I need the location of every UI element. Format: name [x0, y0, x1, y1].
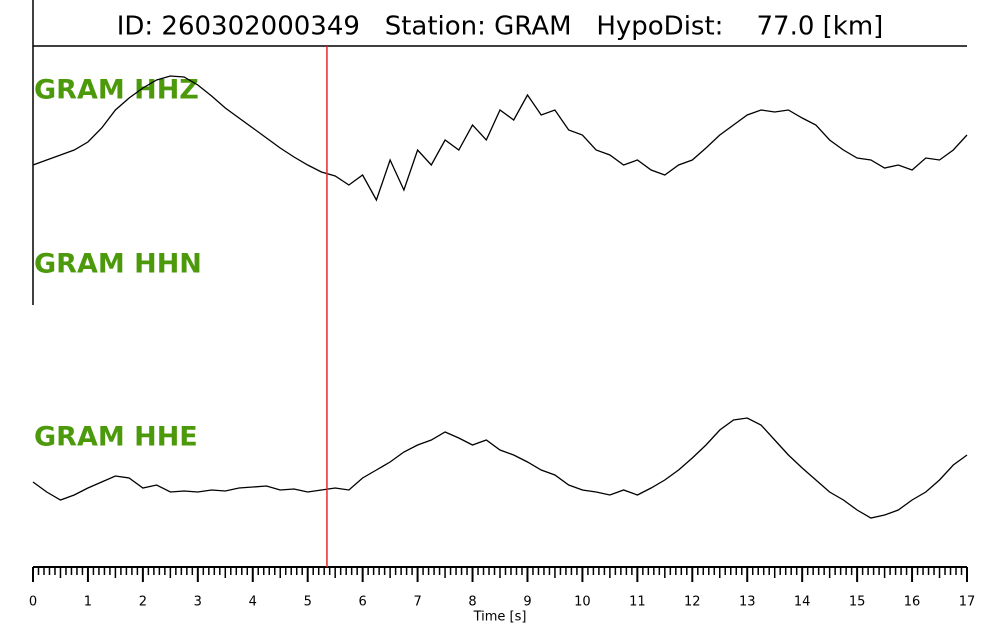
x-tick-label: 16 — [904, 595, 921, 610]
x-tick-label: 11 — [629, 595, 646, 610]
x-tick-label: 10 — [574, 595, 591, 610]
x-tick-label: 4 — [249, 595, 257, 610]
x-tick-label: 17 — [959, 595, 976, 610]
x-tick-label: 8 — [468, 595, 476, 610]
x-tick-label: 7 — [413, 595, 421, 610]
x-tick-label: 14 — [794, 595, 811, 610]
x-tick-label: 0 — [29, 595, 37, 610]
x-axis-label: Time [s] — [473, 610, 527, 625]
x-tick-label: 5 — [304, 595, 312, 610]
x-tick-label: 2 — [139, 595, 147, 610]
trace — [32, 75, 968, 202]
x-tick-label: 12 — [684, 595, 701, 610]
x-tick-label: 9 — [523, 595, 531, 610]
x-tick-label: 13 — [739, 595, 756, 610]
x-tick-label: 6 — [359, 595, 367, 610]
trace-label: GRAM HHE — [34, 422, 198, 453]
trace — [32, 417, 968, 519]
trace-label: GRAM HHZ — [34, 75, 199, 106]
x-tick-label: 3 — [194, 595, 202, 610]
x-tick-label: 1 — [84, 595, 92, 610]
trace-label: GRAM HHN — [34, 249, 202, 280]
x-tick-label: 15 — [849, 595, 866, 610]
chart-title: ID: 260302000349 Station: GRAM HypoDist:… — [117, 12, 884, 42]
